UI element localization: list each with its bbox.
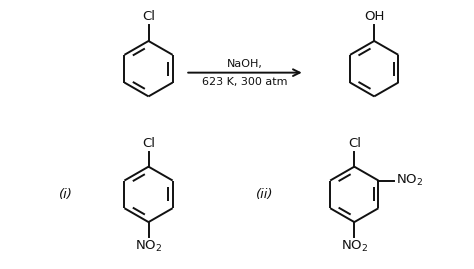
Text: Cl: Cl bbox=[348, 137, 361, 150]
Text: Cl: Cl bbox=[142, 137, 155, 150]
Text: NO$_2$: NO$_2$ bbox=[396, 173, 424, 188]
Text: 623 K, 300 atm: 623 K, 300 atm bbox=[202, 77, 288, 87]
Text: NO$_2$: NO$_2$ bbox=[341, 239, 368, 254]
Text: OH: OH bbox=[364, 10, 384, 23]
Text: NaOH,: NaOH, bbox=[227, 59, 263, 69]
Text: Cl: Cl bbox=[142, 10, 155, 23]
Text: (i): (i) bbox=[59, 188, 73, 201]
Text: NO$_2$: NO$_2$ bbox=[135, 239, 162, 254]
Text: (ii): (ii) bbox=[256, 188, 273, 201]
